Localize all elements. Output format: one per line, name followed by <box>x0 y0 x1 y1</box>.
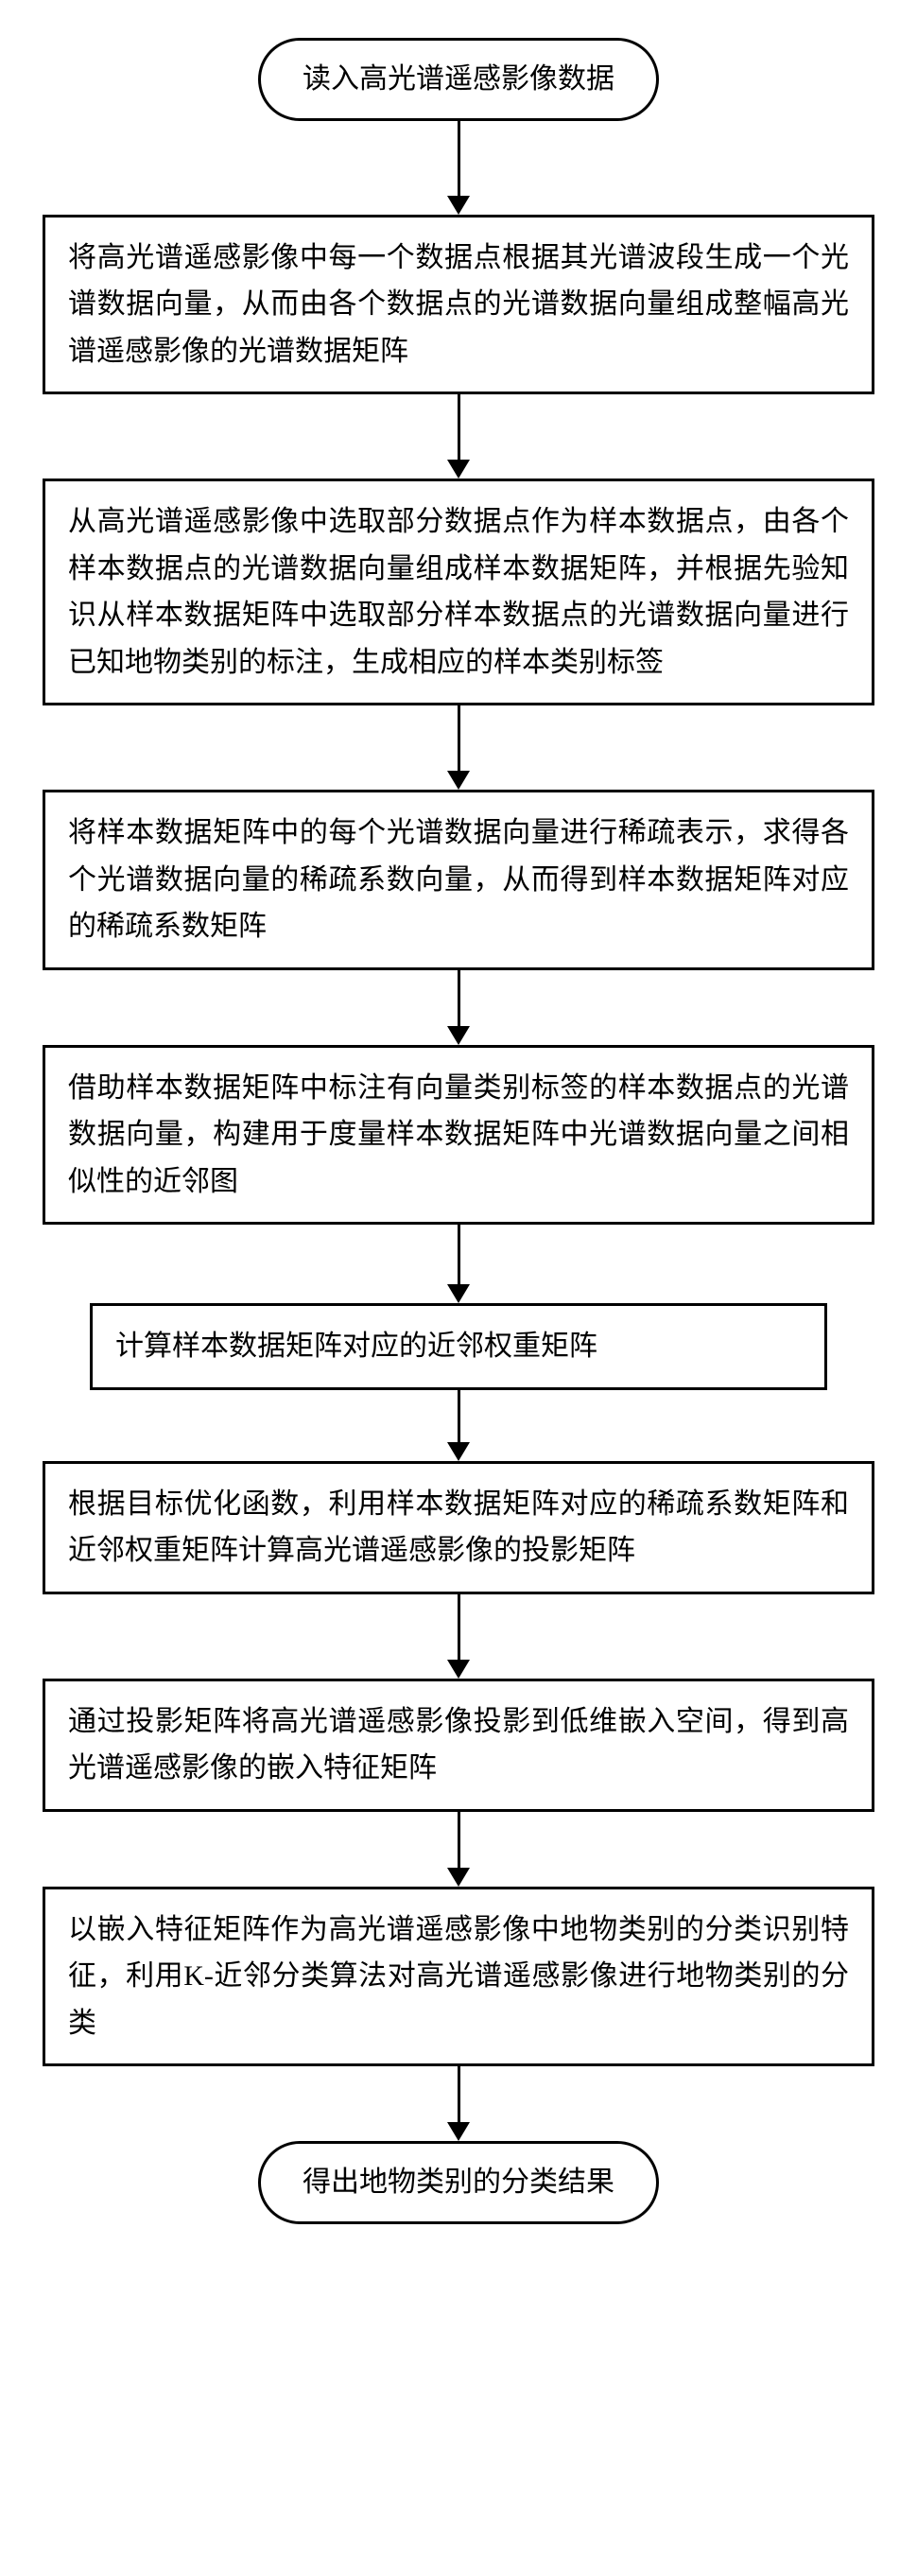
arrow-5-6 <box>447 1390 470 1461</box>
arrow-3-4 <box>447 970 470 1045</box>
arrow-7-8 <box>447 1812 470 1887</box>
arrow-8-9 <box>447 2066 470 2141</box>
flowchart-container: 读入高光谱遥感影像数据 将高光谱遥感影像中每一个数据点根据其光谱波段生成一个光谱… <box>28 38 889 2224</box>
process-step-6: 根据目标优化函数，利用样本数据矩阵对应的稀疏系数矩阵和近邻权重矩阵计算高光谱遥感… <box>43 1461 874 1594</box>
arrow-head-icon <box>447 1284 470 1303</box>
arrow-head-icon <box>447 771 470 790</box>
arrow-2-3 <box>447 705 470 790</box>
arrow-0-1 <box>447 121 470 215</box>
terminal-end: 得出地物类别的分类结果 <box>258 2141 659 2224</box>
arrow-head-icon <box>447 1868 470 1887</box>
arrow-line <box>458 2066 460 2123</box>
arrow-6-7 <box>447 1594 470 1679</box>
arrow-line <box>458 970 460 1027</box>
process-step-1: 将高光谱遥感影像中每一个数据点根据其光谱波段生成一个光谱数据向量，从而由各个数据… <box>43 215 874 395</box>
process-step-3: 将样本数据矩阵中的每个光谱数据向量进行稀疏表示，求得各个光谱数据向量的稀疏系数向… <box>43 790 874 970</box>
arrow-1-2 <box>447 394 470 479</box>
arrow-4-5 <box>447 1225 470 1303</box>
arrow-head-icon <box>447 1442 470 1461</box>
process-step-8: 以嵌入特征矩阵作为高光谱遥感影像中地物类别的分类识别特征，利用K-近邻分类算法对… <box>43 1887 874 2067</box>
process-step-5: 计算样本数据矩阵对应的近邻权重矩阵 <box>90 1303 827 1390</box>
arrow-head-icon <box>447 1660 470 1679</box>
arrow-line <box>458 121 460 197</box>
arrow-head-icon <box>447 196 470 215</box>
arrow-head-icon <box>447 460 470 479</box>
process-step-7: 通过投影矩阵将高光谱遥感影像投影到低维嵌入空间，得到高光谱遥感影像的嵌入特征矩阵 <box>43 1679 874 1812</box>
arrow-line <box>458 705 460 772</box>
arrow-line <box>458 394 460 461</box>
arrow-line <box>458 1812 460 1869</box>
process-step-2: 从高光谱遥感影像中选取部分数据点作为样本数据点，由各个样本数据点的光谱数据向量组… <box>43 479 874 705</box>
terminal-start: 读入高光谱遥感影像数据 <box>258 38 659 121</box>
process-step-4: 借助样本数据矩阵中标注有向量类别标签的样本数据点的光谱数据向量，构建用于度量样本… <box>43 1045 874 1226</box>
arrow-line <box>458 1594 460 1661</box>
arrow-line <box>458 1390 460 1443</box>
arrow-line <box>458 1225 460 1285</box>
arrow-head-icon <box>447 2122 470 2141</box>
arrow-head-icon <box>447 1026 470 1045</box>
